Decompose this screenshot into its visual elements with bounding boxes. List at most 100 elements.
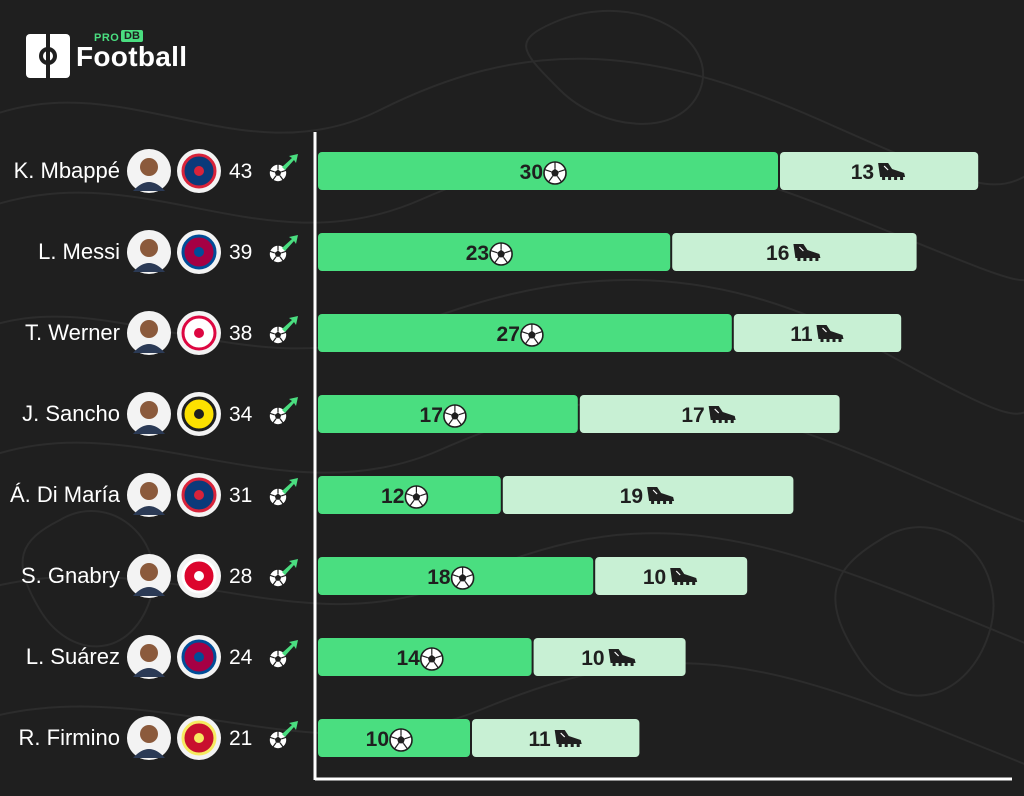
player-name: R. Firmino <box>19 725 120 750</box>
ball-pentagon <box>551 168 559 177</box>
player-avatar <box>127 311 171 355</box>
player-avatar <box>127 716 171 760</box>
assist-boot-icon <box>554 730 582 747</box>
ball-seam <box>456 419 462 426</box>
ball-pentagon <box>274 574 282 581</box>
boot-stud <box>820 339 824 342</box>
arrow-shape <box>282 235 298 251</box>
goals-value-label: 14 <box>396 647 420 670</box>
ball-seam <box>272 742 277 748</box>
avatar-shoulders <box>133 506 165 515</box>
boot-lace <box>714 408 720 414</box>
increase-arrow-icon <box>282 559 298 575</box>
badge-center <box>194 652 204 662</box>
ball-seam <box>535 331 543 335</box>
boot-stud <box>888 177 892 180</box>
ball-seam <box>390 736 398 740</box>
badge-center <box>194 733 204 743</box>
ball-seam <box>279 175 284 181</box>
goal-ball-icon <box>520 323 544 347</box>
goal-ball-icon <box>404 485 429 509</box>
total-contributions: 38 <box>229 322 252 345</box>
goals-value-label: 10 <box>366 728 389 751</box>
assist-boot-icon <box>670 568 698 585</box>
club-badge-icon <box>177 392 221 436</box>
total-contributions: 39 <box>229 241 252 264</box>
ball-seam <box>272 580 277 586</box>
boot-stud <box>558 744 562 747</box>
boot-lace <box>652 489 658 495</box>
arrow-shape <box>282 721 298 737</box>
goal-ball-icon <box>419 647 444 671</box>
increase-arrow-icon <box>282 721 298 737</box>
total-contributions: 24 <box>229 646 253 669</box>
ball-seam <box>404 736 412 740</box>
ball-seam <box>444 412 452 416</box>
avatar-shoulders <box>133 668 165 677</box>
boot-stud <box>797 258 801 261</box>
assist-boot-icon <box>816 325 844 342</box>
badge-center <box>194 166 204 176</box>
football-icon <box>268 568 288 588</box>
assists-bar <box>472 719 640 757</box>
player-avatar <box>127 149 171 193</box>
player-name: L. Messi <box>38 239 120 264</box>
avatar-head <box>140 563 158 581</box>
assists-value-label: 19 <box>620 485 643 508</box>
ball-seam <box>421 655 429 659</box>
ball-seam <box>269 250 275 254</box>
ball-pentagon <box>274 331 282 338</box>
boot-stud <box>803 258 807 261</box>
boot-stud <box>900 177 904 180</box>
ball-seam <box>435 655 443 659</box>
assist-boot-icon <box>708 406 736 423</box>
ball-seam <box>272 418 277 424</box>
assist-boot-icon <box>608 649 636 666</box>
total-contributions: 28 <box>229 565 252 588</box>
assists-value-label: 13 <box>851 161 874 184</box>
avatar-shoulders <box>133 749 165 758</box>
player-avatar <box>127 554 171 598</box>
ball-pentagon <box>397 735 405 744</box>
boot-stud <box>576 744 580 747</box>
boot-stud <box>624 663 628 666</box>
ball-pentagon <box>427 654 436 663</box>
goals-value-label: 27 <box>497 323 520 346</box>
boot-lace <box>614 651 620 657</box>
assists-value-label: 11 <box>790 323 813 346</box>
ball-pentagon <box>274 412 282 419</box>
assists-value-label: 10 <box>643 566 666 589</box>
assists-bar <box>780 152 979 190</box>
ball-seam <box>490 250 498 254</box>
badge-center <box>194 571 204 581</box>
avatar-shoulders <box>133 587 165 596</box>
player-avatar <box>127 635 171 679</box>
ball-pentagon <box>450 411 459 420</box>
player-row: K. Mbappé 43 30 13 <box>14 149 979 193</box>
arrow-shape <box>282 640 298 656</box>
ball-seam <box>494 257 500 264</box>
brand-pro: PRO <box>94 32 120 44</box>
player-row: L. Messi 39 23 16 <box>38 230 917 274</box>
increase-arrow-icon <box>282 397 298 413</box>
ball-seam <box>272 499 277 505</box>
brand-wordmark: Football <box>76 41 188 72</box>
ball-seam <box>418 500 424 507</box>
total-contributions: 21 <box>229 727 252 750</box>
ball-seam <box>279 418 284 424</box>
ball-seam <box>269 493 275 497</box>
ball-seam <box>279 742 284 748</box>
club-badge-icon <box>177 311 221 355</box>
football-icon <box>268 163 288 183</box>
boot-stud <box>657 501 661 504</box>
goals-value-label: 17 <box>420 404 443 427</box>
ball-seam <box>281 169 287 173</box>
avatar-head <box>140 644 158 662</box>
ball-seam <box>279 256 284 262</box>
assists-bar <box>733 314 902 352</box>
increase-arrow-icon <box>282 640 298 656</box>
pitch-logo-icon <box>26 34 70 78</box>
total-contributions: 43 <box>229 160 252 183</box>
player-avatar <box>127 392 171 436</box>
